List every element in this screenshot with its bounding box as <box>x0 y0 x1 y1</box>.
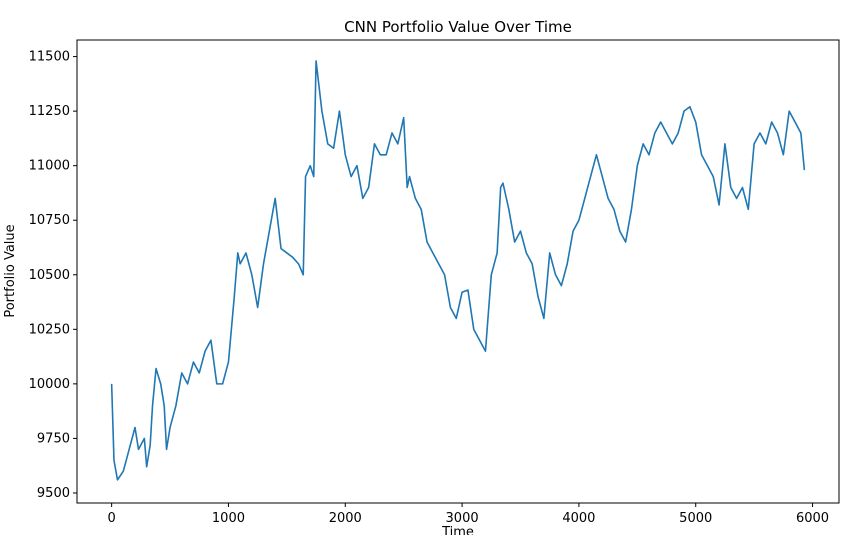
x-tick-label: 0 <box>107 511 115 526</box>
x-tick-label: 4000 <box>562 511 595 526</box>
x-axis-label: Time <box>441 525 474 535</box>
data-line <box>110 60 806 481</box>
y-tick-label: 11250 <box>29 104 70 119</box>
chart-title: CNN Portfolio Value Over Time <box>344 18 572 36</box>
plot-frame <box>76 39 840 504</box>
y-tick-label: 11500 <box>29 50 70 65</box>
x-tick-label: 5000 <box>679 511 712 526</box>
x-tick-label: 2000 <box>329 511 362 526</box>
y-axis-label: Portfolio Value <box>3 224 18 317</box>
y-tick-label: 10500 <box>29 268 70 283</box>
y-tick-label: 9500 <box>37 486 70 501</box>
clipped-label: Time <box>441 0 474 1</box>
x-tick-label: 1000 <box>212 511 245 526</box>
y-tick-label: 11000 <box>29 159 70 174</box>
y-tick-label: 10250 <box>29 322 70 337</box>
x-tick-label: 6000 <box>796 511 829 526</box>
x-tick-label: 3000 <box>446 511 479 526</box>
y-tick-label: 9750 <box>37 431 70 446</box>
y-tick-label: 10750 <box>29 213 70 228</box>
y-tick-label: 10000 <box>29 377 70 392</box>
